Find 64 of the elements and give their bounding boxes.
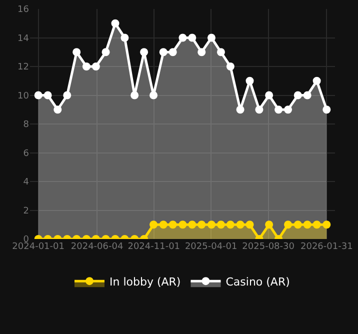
point — [44, 91, 52, 100]
point — [236, 220, 244, 229]
x-tick-label: 2026-01-31 — [300, 242, 353, 252]
point — [207, 220, 216, 229]
point — [274, 106, 283, 114]
point — [150, 220, 158, 229]
point — [130, 91, 139, 100]
point — [178, 220, 187, 229]
point — [284, 106, 292, 114]
point — [198, 48, 206, 56]
y-tick-label: 8 — [23, 120, 30, 130]
point — [34, 91, 42, 100]
point — [303, 91, 312, 100]
y-tick-label: 12 — [18, 62, 29, 73]
point — [140, 48, 148, 56]
x-tick-label: 2024-06-04 — [70, 242, 124, 252]
point — [102, 48, 110, 56]
point — [92, 62, 100, 70]
point — [150, 91, 158, 100]
point — [322, 220, 331, 229]
point — [294, 220, 302, 229]
point — [303, 220, 312, 229]
point — [159, 220, 168, 229]
y-tick-label: 2 — [23, 206, 29, 216]
point — [72, 48, 81, 56]
point — [294, 91, 302, 100]
point — [312, 76, 321, 85]
y-tick-label: 16 — [18, 5, 30, 16]
point — [168, 220, 177, 229]
point — [63, 91, 72, 100]
x-tick-label: 2025-04-01 — [184, 242, 238, 252]
point — [236, 106, 244, 114]
point — [168, 48, 177, 56]
point — [178, 34, 187, 42]
y-tick-label: 6 — [23, 148, 30, 159]
point — [54, 106, 62, 114]
point — [255, 106, 264, 114]
point — [120, 34, 129, 42]
point — [216, 220, 225, 229]
point — [207, 34, 216, 42]
y-tick-label: 14 — [18, 34, 30, 44]
point — [246, 76, 254, 85]
point — [159, 48, 168, 56]
point — [284, 220, 292, 229]
point — [226, 62, 234, 70]
point — [312, 220, 321, 229]
point — [322, 106, 331, 114]
point — [246, 220, 254, 229]
y-tick-label: 10 — [18, 91, 30, 102]
x-tick-label: 2025-08-30 — [242, 242, 295, 252]
y-tick-label: 4 — [23, 178, 30, 188]
point — [265, 220, 274, 229]
legend-label: Casino (AR) — [226, 275, 290, 288]
point — [111, 19, 120, 28]
point — [188, 220, 196, 229]
legend-label: In lobby (AR) — [110, 275, 181, 288]
point — [216, 48, 225, 56]
point — [82, 62, 90, 70]
point — [226, 220, 234, 229]
point — [188, 34, 196, 42]
x-tick-label: 2024-01-01 — [12, 242, 64, 252]
point — [198, 220, 206, 229]
x-tick-label: 2024-11-01 — [128, 242, 180, 252]
point — [265, 91, 274, 100]
